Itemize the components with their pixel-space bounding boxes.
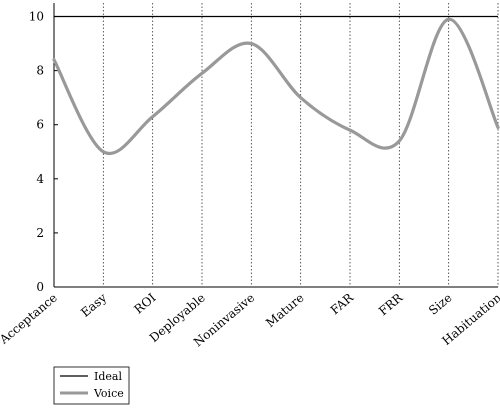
y-tick-label-0: 0: [36, 280, 44, 294]
legend-label-ideal: Ideal: [94, 370, 122, 383]
y-tick-label-4: 4: [36, 172, 44, 186]
y-tick-label-6: 6: [36, 118, 44, 132]
y-tick-label-2: 2: [36, 226, 44, 240]
x-tick-label-2: ROI: [131, 290, 158, 316]
y-tick-label-8: 8: [36, 64, 44, 78]
legend: Ideal Voice: [54, 367, 129, 404]
series-line-voice: [54, 19, 498, 153]
x-tick-label-5: Mature: [263, 291, 306, 331]
x-tick-label-8: Size: [426, 291, 455, 318]
series-layer: [54, 16, 498, 153]
x-tick-label-7: FRR: [376, 290, 406, 318]
y-tick-label-10: 10: [29, 10, 44, 24]
x-tick-label-6: FAR: [328, 290, 357, 317]
x-tick-label-1: Easy: [78, 290, 109, 319]
legend-label-voice: Voice: [93, 387, 124, 400]
x-tick-label-0: Acceptance: [0, 291, 60, 348]
grid-layer: [103, 3, 498, 287]
